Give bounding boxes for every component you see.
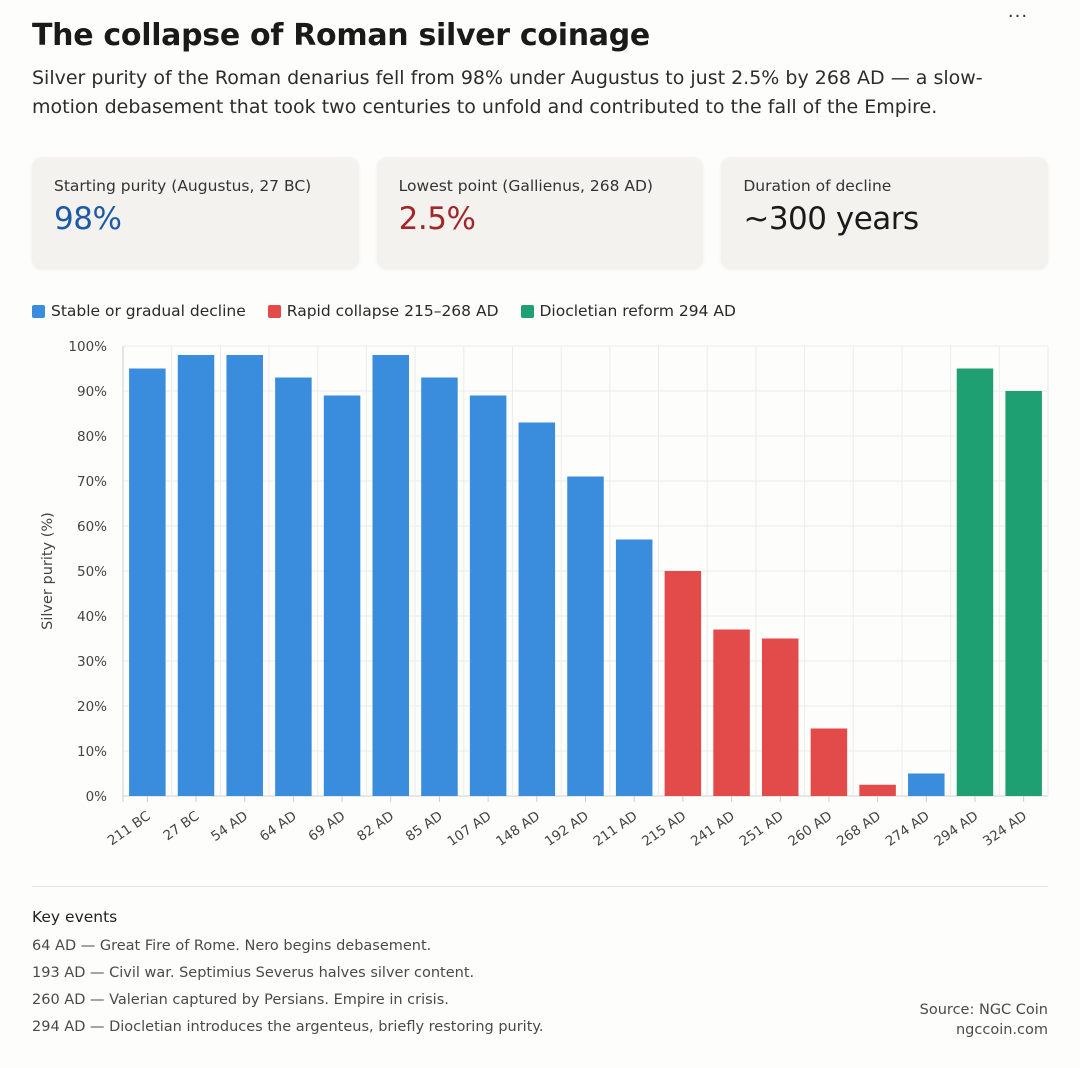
bar [275,377,312,796]
bar [761,638,799,796]
y-tick-label: 20% [77,699,107,715]
bar [615,539,653,796]
y-axis-title: Silver purity (%) [40,512,56,630]
legend-item-stable[interactable]: Stable or gradual decline [32,302,246,320]
legend-label: Stable or gradual decline [51,302,246,320]
y-tick-label: 70% [77,474,107,490]
x-tick-label: 294 AD [931,808,981,850]
x-tick-label: 268 AD [834,808,884,850]
bar-chart: 0%10%20%30%40%50%60%70%80%90%100%211 BC 2… [40,339,1049,850]
bar [859,784,896,796]
x-tick-label: 324 AD [980,808,1030,850]
stat-card-duration: Duration of decline ~300 years [721,157,1049,269]
legend-item-reform[interactable]: Diocletian reform 294 AD [520,302,736,320]
bar [323,395,361,796]
legend-swatch [267,304,281,318]
key-events: Key events 64 AD — Great Fire of Rome. N… [32,908,544,1041]
x-tick-label: 192 AD [542,808,592,850]
x-tick-label: 85 AD [403,808,446,845]
source-credit: Source: NGC Coin ngccoin.com [920,1000,1048,1040]
stat-card-value: 2.5% [398,201,476,237]
x-tick-label: 54 AD [208,808,251,845]
x-tick-label: 69 AD [306,808,349,845]
x-tick-label: 64 AD [257,808,300,845]
page-title: The collapse of Roman silver coinage [32,18,650,53]
legend-label: Rapid collapse 215–268 AD [286,302,499,320]
chart-legend: Stable or gradual decline Rapid collapse… [32,302,736,320]
y-tick-label: 0% [86,789,108,805]
bar [518,422,556,796]
stat-cards: Starting purity (Augustus, 27 BC) 98% Lo… [32,157,1049,269]
key-events-title: Key events [32,908,118,926]
divider [32,886,1048,887]
stat-card-value: ~300 years [743,201,919,237]
y-tick-label: 80% [77,429,107,445]
source-link[interactable]: ngccoin.com [955,1022,1048,1038]
key-event-item: 260 AD — Valerian captured by Persians. … [32,992,449,1008]
x-tick-label: 241 AD [688,808,738,850]
stat-card-label: Duration of decline [743,177,892,195]
y-tick-label: 60% [77,519,107,535]
x-tick-label: 274 AD [883,808,933,850]
key-event-item: 64 AD — Great Fire of Rome. Nero begins … [32,938,432,954]
bar [567,476,604,796]
stat-card-label: Lowest point (Gallienus, 268 AD) [398,177,653,195]
bar [372,355,410,796]
bar [664,571,702,796]
legend-swatch [520,304,534,318]
legend-swatch [32,304,45,318]
bar [810,728,848,796]
x-tick-label: 211 BC [105,808,154,849]
stat-card-starting-purity: Starting purity (Augustus, 27 BC) 98% [32,157,359,269]
y-tick-label: 50% [77,564,107,580]
x-tick-label: 260 AD [785,808,835,850]
x-tick-label: 211 AD [591,808,641,850]
bar [956,368,994,796]
bar [713,629,750,796]
y-tick-label: 90% [77,384,107,400]
y-tick-label: 40% [77,609,107,625]
x-tick-label: 148 AD [493,808,543,850]
more-options-button[interactable]: ··· [1000,2,1036,30]
stat-card-label: Starting purity (Augustus, 27 BC) [54,177,312,195]
y-tick-label: 10% [77,744,107,760]
stat-card-value: 98% [54,201,122,237]
bar [226,355,263,796]
x-tick-label: 82 AD [354,808,397,845]
page-subtitle: Silver purity of the Roman denarius fell… [32,67,983,118]
key-event-item: 193 AD — Civil war. Septimius Severus ha… [32,965,475,981]
stat-card-lowest-point: Lowest point (Gallienus, 268 AD) 2.5% [376,157,704,269]
more-options-icon: ··· [1007,5,1029,27]
x-tick-label: 107 AD [445,808,495,850]
source-name: Source: NGC Coin [919,1002,1048,1018]
bar [1005,391,1042,796]
bar [129,368,166,796]
x-tick-label: 251 AD [737,808,787,850]
legend-label: Diocletian reform 294 AD [539,302,736,320]
key-event-item: 294 AD — Diocletian introduces the argen… [32,1019,544,1035]
legend-item-collapse[interactable]: Rapid collapse 215–268 AD [267,302,499,320]
x-tick-label: 27 BC [160,808,202,844]
y-tick-label: 100% [68,339,107,355]
bar [469,395,507,796]
x-tick-label: 215 AD [639,808,689,850]
y-tick-label: 30% [77,654,107,670]
bar [421,377,458,796]
bar [908,773,945,796]
bar [177,355,215,796]
